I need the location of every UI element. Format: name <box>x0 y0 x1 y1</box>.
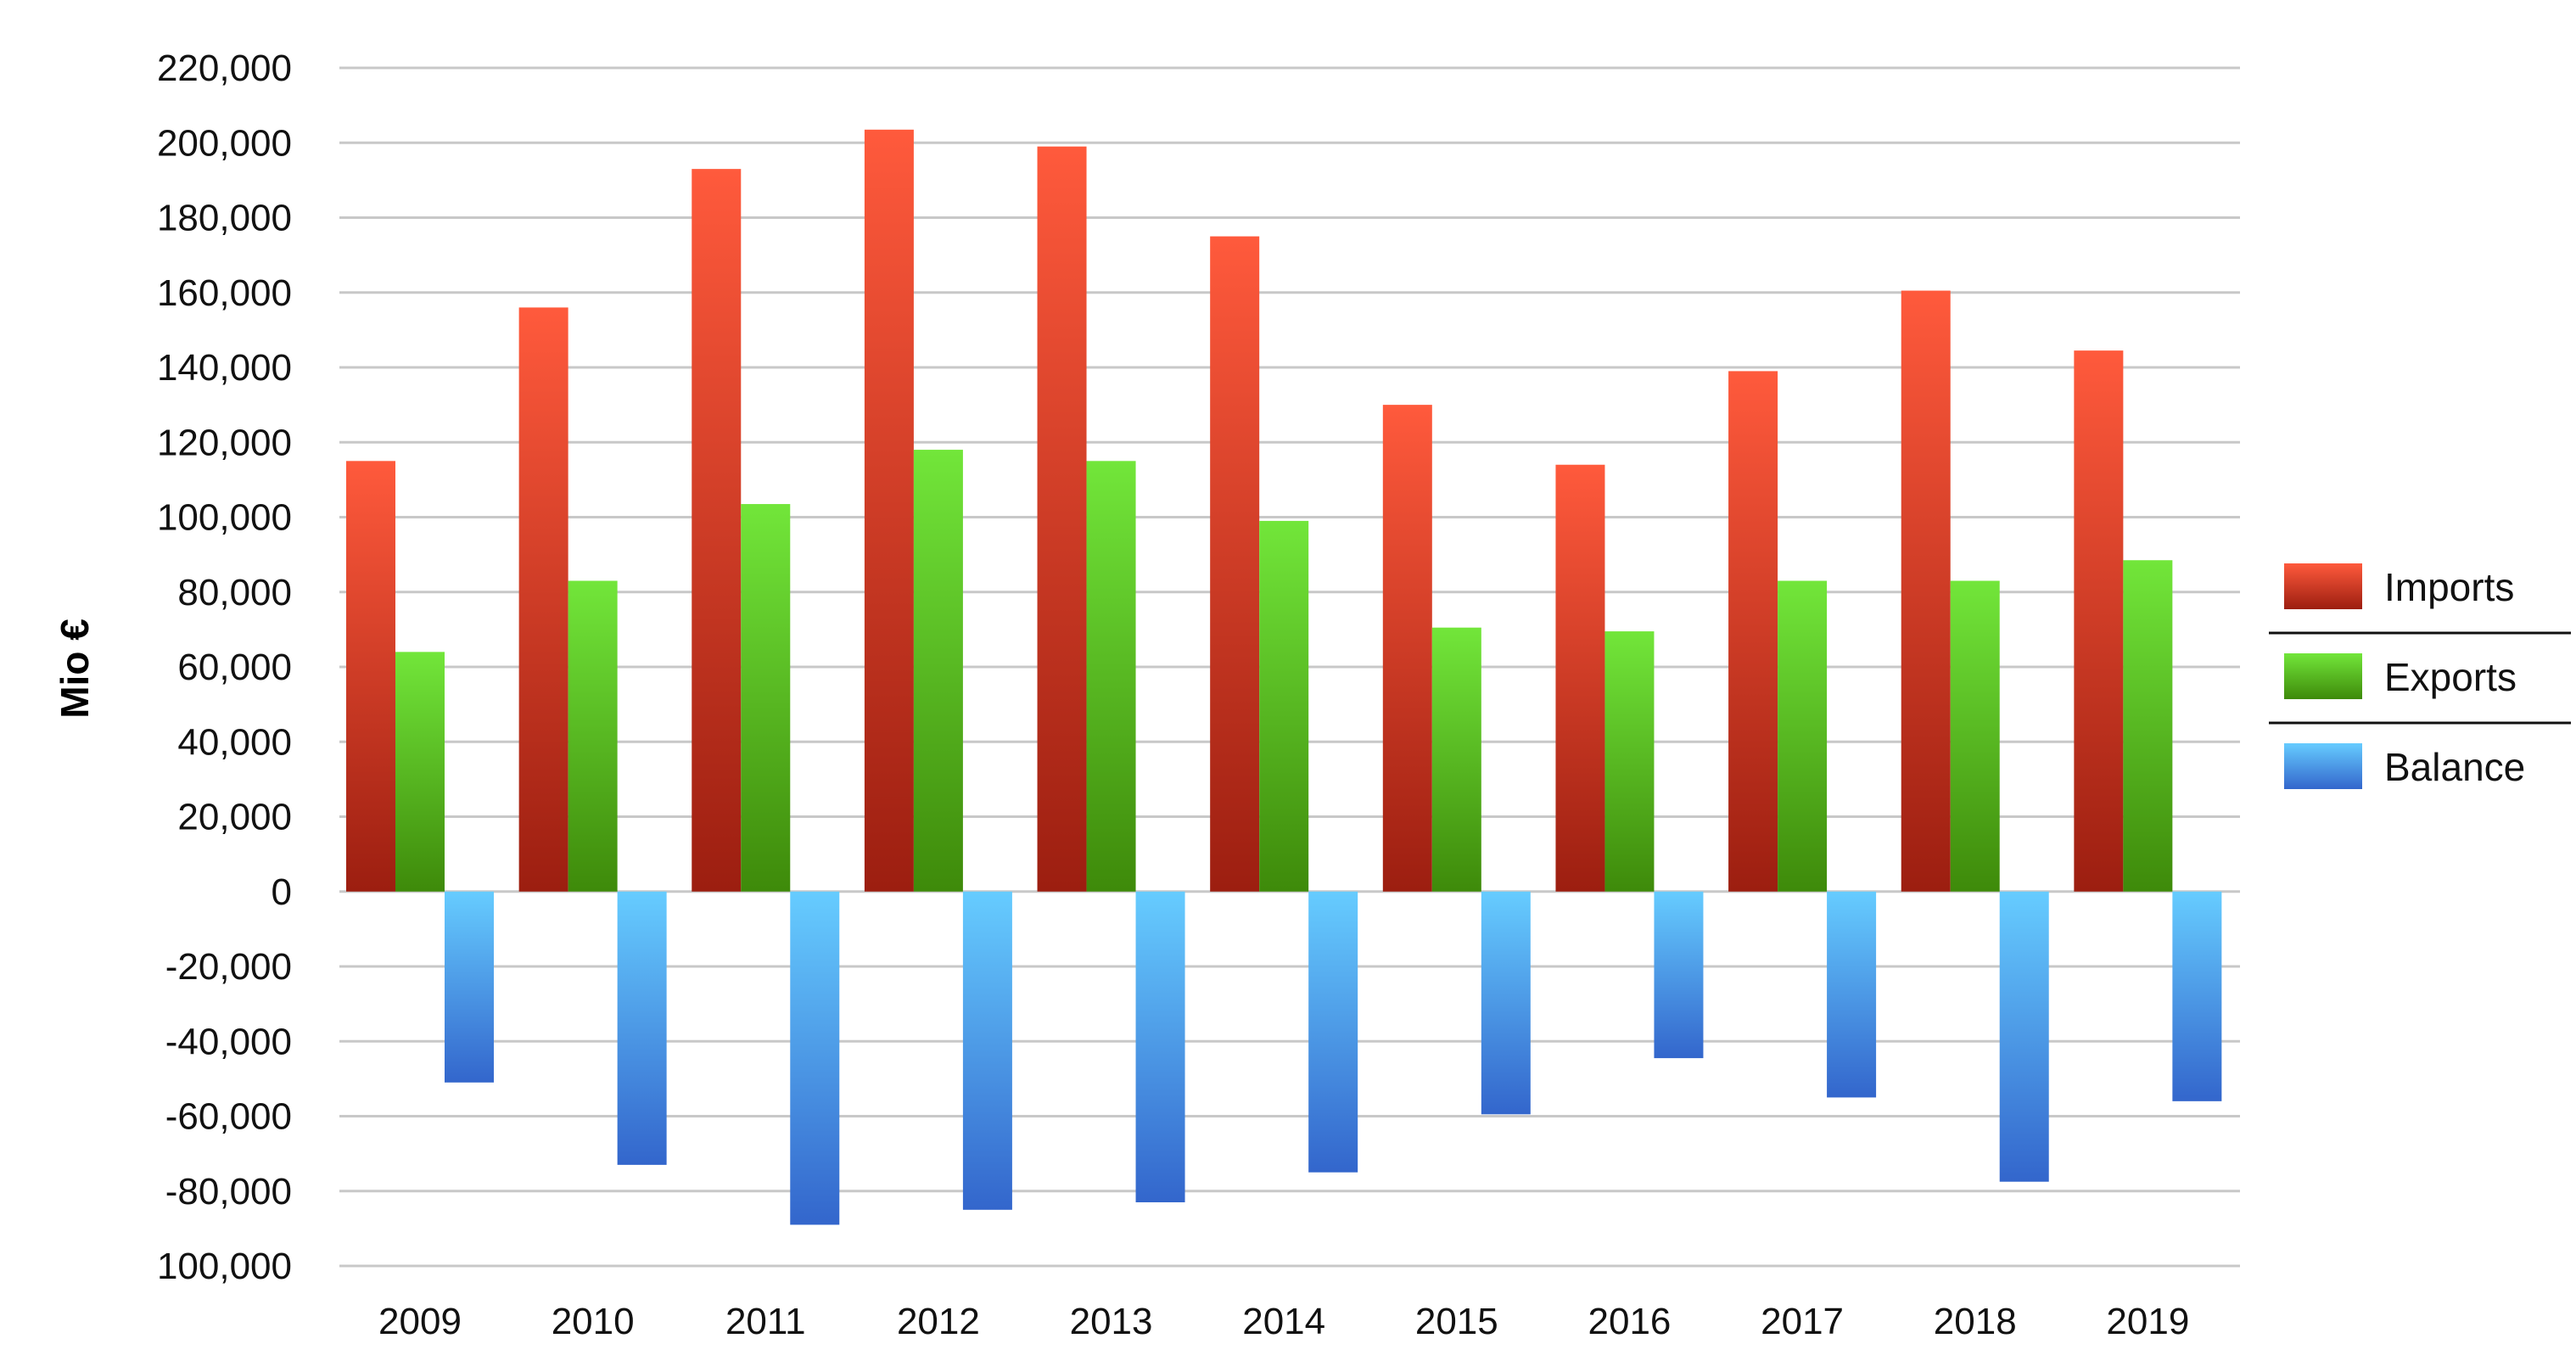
bar-imports-2016 <box>1555 464 1605 892</box>
y-tick-label: 180,000 <box>157 198 292 239</box>
x-axis-tick-labels: 2009 2010 2011 2012 2013 2014 2015 2016 2017 2018… <box>378 1301 2189 1342</box>
bar-balance-2015 <box>1481 891 1531 1115</box>
bar-exports-2009 <box>395 652 445 892</box>
y-tick-label: 140,000 <box>157 347 292 389</box>
bar-balance-2013 <box>1135 891 1185 1202</box>
x-tick-label: 2014 <box>1242 1301 1325 1342</box>
bar-exports-2011 <box>741 504 791 892</box>
y-axis-title: Mio € <box>53 619 97 719</box>
x-tick-label: 2011 <box>725 1301 806 1342</box>
bar-exports-2015 <box>1431 627 1481 892</box>
bar-exports-2014 <box>1259 520 1309 892</box>
bar-balance-2019 <box>2172 891 2222 1101</box>
y-tick-label: 120,000 <box>157 422 292 463</box>
bar-imports-2017 <box>1728 371 1778 892</box>
bar-imports-2013 <box>1037 146 1087 892</box>
bar-exports-2016 <box>1604 631 1655 892</box>
x-tick-label: 2010 <box>552 1301 635 1342</box>
x-tick-label: 2013 <box>1070 1301 1153 1342</box>
bar-balance-2010 <box>617 891 667 1165</box>
legend-swatch-balance <box>2284 743 2362 789</box>
bar-imports-2011 <box>692 169 742 892</box>
legend-swatch-exports <box>2284 653 2362 699</box>
x-tick-label: 2009 <box>378 1301 462 1342</box>
bar-imports-2012 <box>864 129 914 892</box>
bar-balance-2018 <box>1999 891 2049 1182</box>
bar-imports-2018 <box>1901 290 1951 892</box>
bar-exports-2017 <box>1778 580 1828 892</box>
x-tick-label: 2016 <box>1588 1301 1672 1342</box>
y-tick-label: 100,000 <box>157 1246 292 1287</box>
x-tick-label: 2012 <box>897 1301 980 1342</box>
bar-balance-2012 <box>962 891 1012 1210</box>
legend-label-exports: Exports <box>2384 655 2517 699</box>
y-tick-label: 60,000 <box>177 647 292 688</box>
legend-swatch-imports <box>2284 563 2362 609</box>
bar-balance-2017 <box>1827 891 1877 1098</box>
y-tick-label: 40,000 <box>177 721 292 763</box>
y-tick-label: 220,000 <box>157 48 292 89</box>
bar-exports-2019 <box>2123 560 2173 892</box>
bar-imports-2015 <box>1382 405 1432 892</box>
bar-exports-2012 <box>913 450 963 892</box>
x-tick-label: 2015 <box>1415 1301 1498 1342</box>
y-axis-tick-labels: 220,000 200,000 180,000 160,000 140,000 120,0… <box>157 48 292 1287</box>
y-tick-label: -80,000 <box>165 1171 292 1212</box>
bar-exports-2010 <box>568 580 618 892</box>
bar-imports-2014 <box>1210 236 1260 892</box>
bar-imports-2010 <box>518 307 568 892</box>
x-tick-label: 2017 <box>1761 1301 1844 1342</box>
y-tick-label: -20,000 <box>165 946 292 988</box>
bars <box>346 129 2222 1225</box>
bar-balance-2016 <box>1654 891 1704 1059</box>
y-tick-label: 0 <box>272 871 292 913</box>
x-tick-label: 2019 <box>2106 1301 2189 1342</box>
bar-imports-2019 <box>2074 350 2124 892</box>
y-tick-label: 160,000 <box>157 272 292 314</box>
y-tick-label: 200,000 <box>157 122 292 164</box>
x-tick-label: 2018 <box>1934 1301 2017 1342</box>
bar-balance-2009 <box>445 891 494 1083</box>
y-tick-label: 80,000 <box>177 572 292 613</box>
y-tick-label: -60,000 <box>165 1096 292 1138</box>
bar-imports-2009 <box>346 461 395 892</box>
legend: Imports Exports Balance <box>2269 563 2571 789</box>
y-tick-label: -40,000 <box>165 1021 292 1062</box>
y-tick-label: 100,000 <box>157 497 292 539</box>
legend-label-balance: Balance <box>2384 745 2525 789</box>
bar-balance-2011 <box>790 891 840 1225</box>
bar-exports-2013 <box>1086 461 1136 892</box>
bar-exports-2018 <box>1950 580 2000 892</box>
legend-label-imports: Imports <box>2384 565 2514 609</box>
y-tick-label: 20,000 <box>177 797 292 838</box>
bar-balance-2014 <box>1308 891 1358 1173</box>
